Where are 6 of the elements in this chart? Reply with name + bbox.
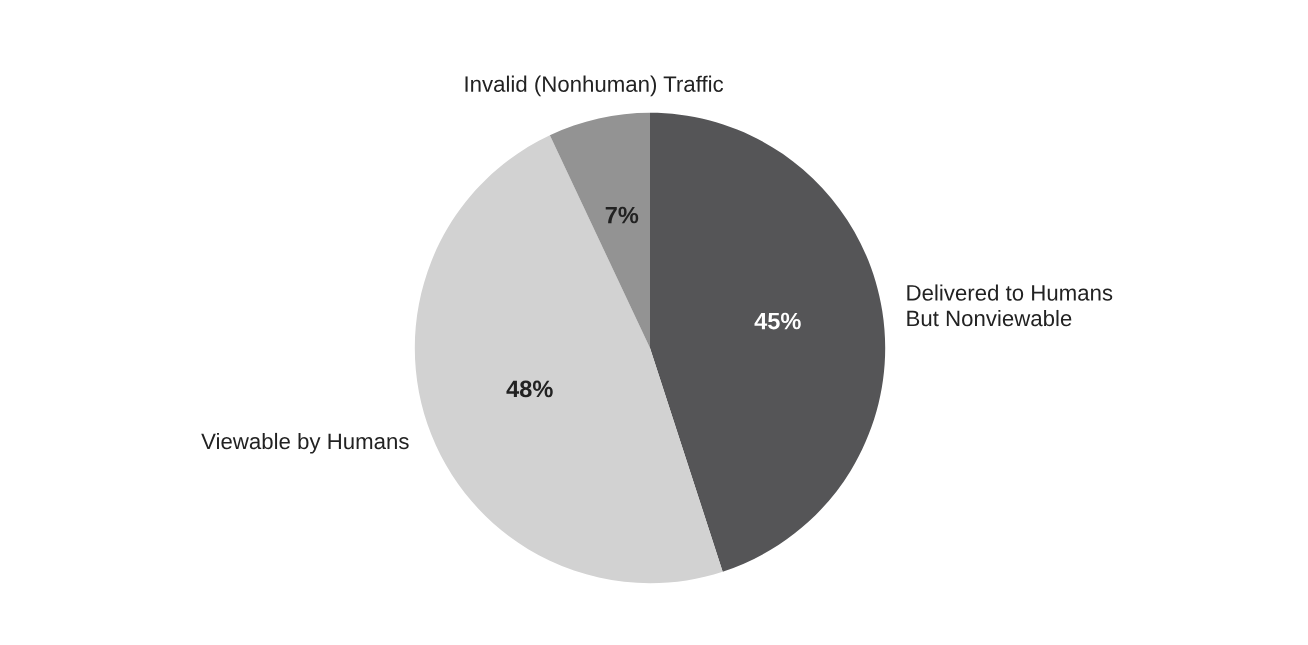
slice-label: Invalid (Nonhuman) Traffic	[465, 75, 724, 97]
data-label: 48%	[506, 380, 553, 398]
slice-label: Delivered to Humans But Nonviewable	[907, 284, 1113, 327]
data-label: 7%	[605, 206, 639, 224]
slice-label: Viewable by Humans	[201, 432, 409, 454]
data-label: 45%	[754, 312, 801, 330]
